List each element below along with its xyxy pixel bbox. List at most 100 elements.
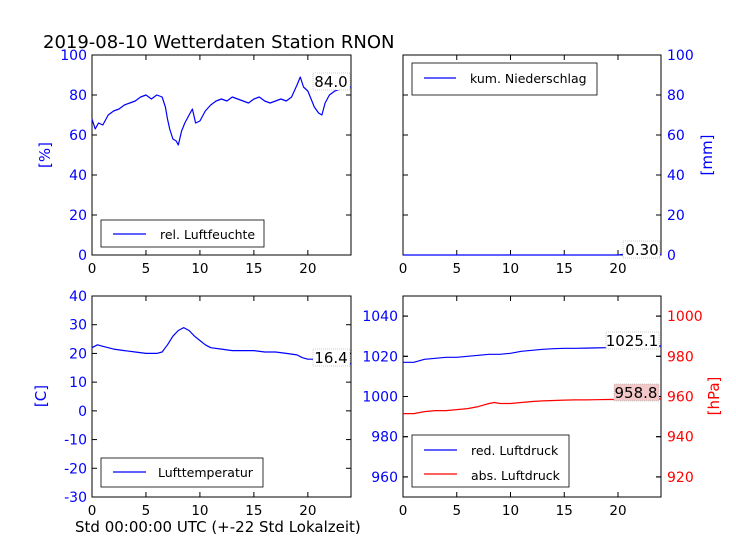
pressure-xtick-label: 10	[502, 503, 519, 519]
temperature-xtick-label: 0	[88, 503, 97, 519]
humidity-last-value-text: 84.0	[314, 73, 347, 91]
pressure-legend-box	[411, 434, 570, 488]
temperature-last-value-box	[312, 348, 351, 367]
temperature-plot-frame	[91, 295, 352, 498]
humidity-xtick-label: 20	[299, 261, 316, 277]
humidity-ytick-label: 40	[69, 168, 87, 184]
pressure-xtick-label: 15	[556, 503, 573, 519]
precipitation-series-line	[403, 253, 661, 256]
pressure-legend-label-red: red. Luftdruck	[471, 443, 559, 458]
pressure-ytick-label: 960	[667, 390, 694, 406]
humidity-last-value: 84.0	[312, 72, 351, 91]
humidity-plot-frame	[91, 54, 352, 256]
precipitation-y-axis-label: [mm]	[698, 135, 716, 176]
precipitation-panel: 0 5 10 15 20 0 20 40 60 80 100 [mm] kum. Niedersch…	[399, 48, 716, 277]
precipitation-ytick-label: 40	[667, 168, 685, 184]
temperature-ytick-label: 40	[69, 289, 87, 305]
humidity-series	[91, 76, 351, 146]
temperature-legend-label: Lufttemperatur	[158, 465, 254, 480]
temperature-y-axis-label: [C]	[32, 385, 50, 407]
temperature-xtick-label: 10	[191, 503, 208, 519]
precipitation-legend-label: kum. Niederschlag	[470, 71, 587, 86]
temperature-legend: Lufttemperatur	[100, 457, 264, 488]
pressure-ytick-label: 1020	[362, 349, 398, 365]
humidity-legend: rel. Luftfeuchte	[100, 219, 265, 248]
precipitation-tick-labels: 0 5 10 15 20 0 20 40 60 80 100	[399, 48, 694, 277]
pressure-ytick-label: 960	[371, 470, 398, 486]
humidity-legend-label: rel. Luftfeuchte	[160, 227, 255, 242]
precipitation-xtick-label: 0	[399, 261, 408, 277]
temperature-xtick-label: 20	[299, 503, 316, 519]
humidity-xtick-label: 5	[142, 261, 151, 277]
pressure-legend: red. Luftdruck abs. Luftdruck	[411, 434, 570, 488]
temperature-xtick-label: 15	[245, 503, 262, 519]
temperature-tick-labels: 0 5 10 15 20 -30 -20 -10 0 10 20 30 40	[64, 289, 351, 519]
x-axis-label: Std 00:00:00 UTC (+-22 Std Lokalzeit)	[75, 518, 361, 536]
humidity-xtick-label: 0	[88, 261, 97, 277]
temperature-last-value: 16.4	[312, 348, 351, 367]
humidity-last-value-box	[312, 72, 351, 91]
temperature-panel: 0 5 10 15 20 -30 -20 -10 0 10 20 30 40 [C] Lufttempe…	[32, 289, 352, 519]
humidity-y-axis-label: [%]	[36, 142, 54, 168]
precipitation-legend-box	[411, 62, 598, 96]
humidity-xtick-label: 10	[191, 261, 208, 277]
pressure-last-value-abs-text: 958.8	[615, 384, 658, 402]
pressure-xtick-label: 0	[399, 503, 408, 519]
pressure-ytick-label: 940	[667, 430, 694, 446]
figure-title: 2019-08-10 Wetterdaten Station RNON	[43, 32, 394, 53]
pressure-last-value-red: 1025.1	[605, 331, 660, 350]
pressure-panel: 0 5 10 15 20 960 980 1000 1020 1040 920 940 960 980 10…	[362, 295, 723, 519]
precipitation-ytick-label: 80	[667, 88, 685, 104]
pressure-last-value-red-text: 1025.1	[606, 332, 659, 350]
pressure-last-value-abs-box	[613, 383, 660, 402]
pressure-ytick-label: 980	[667, 349, 694, 365]
precipitation-xtick-label: 5	[452, 261, 461, 277]
precipitation-ytick-label: 0	[667, 248, 676, 264]
humidity-ytick-label: 80	[69, 88, 87, 104]
pressure-ytick-label: 920	[667, 470, 694, 486]
temperature-ytick-label: -10	[64, 433, 87, 449]
temperature-ytick-label: 10	[69, 375, 87, 391]
pressure-series	[403, 345, 662, 415]
pressure-ytick-label: 1040	[362, 309, 398, 325]
humidity-ytick-label: 0	[78, 248, 87, 264]
temperature-series-line	[91, 327, 352, 365]
pressure-xtick-label: 5	[452, 503, 461, 519]
humidity-xtick-label: 15	[245, 261, 262, 277]
precipitation-last-value-text: 0.30	[625, 241, 658, 259]
pressure-legend-label-abs: abs. Luftdruck	[471, 468, 561, 483]
pressure-last-value-abs: 958.8	[613, 383, 660, 402]
temperature-ytick-label: -20	[64, 461, 87, 477]
pressure-tick-labels: 0 5 10 15 20 960 980 1000 1020 1040 920 940 960 980 10…	[362, 296, 703, 519]
precipitation-xtick-label: 10	[502, 261, 519, 277]
humidity-series-line	[91, 76, 351, 146]
precipitation-ytick-label: 20	[667, 208, 685, 224]
humidity-ytick-label: 100	[60, 48, 87, 64]
pressure-y-axis-label: [hPa]	[705, 377, 723, 416]
humidity-panel: 0 5 10 15 20 0 20 40 60 80 100 [%] rel. Luftfeucht…	[36, 48, 352, 277]
pressure-ytick-label: 1000	[667, 309, 703, 325]
precipitation-legend: kum. Niederschlag	[411, 62, 598, 96]
pressure-xtick-label: 20	[609, 503, 626, 519]
precipitation-last-value-box	[622, 240, 661, 259]
pressure-last-value-red-box	[605, 331, 660, 350]
temperature-ytick-label: 20	[69, 346, 87, 362]
precipitation-ytick-label: 60	[667, 128, 685, 144]
precipitation-xtick-label: 15	[556, 261, 573, 277]
pressure-ytick-label: 1000	[362, 390, 398, 406]
humidity-tick-labels: 0 5 10 15 20 0 20 40 60 80 100	[60, 48, 351, 277]
temperature-ytick-label: -30	[64, 490, 87, 506]
temperature-ytick-label: 0	[78, 404, 87, 420]
temperature-ytick-label: 30	[69, 318, 87, 334]
pressure-ytick-label: 980	[371, 430, 398, 446]
precipitation-last-value: 0.30	[622, 240, 661, 259]
humidity-ytick-label: 20	[69, 208, 87, 224]
temperature-xtick-label: 5	[142, 503, 151, 519]
precipitation-series	[403, 253, 661, 256]
temperature-series	[91, 327, 352, 365]
temperature-last-value-text: 16.4	[314, 349, 347, 367]
humidity-ytick-label: 60	[69, 128, 87, 144]
precipitation-ytick-label: 100	[667, 48, 694, 64]
precipitation-xtick-label: 20	[609, 261, 626, 277]
